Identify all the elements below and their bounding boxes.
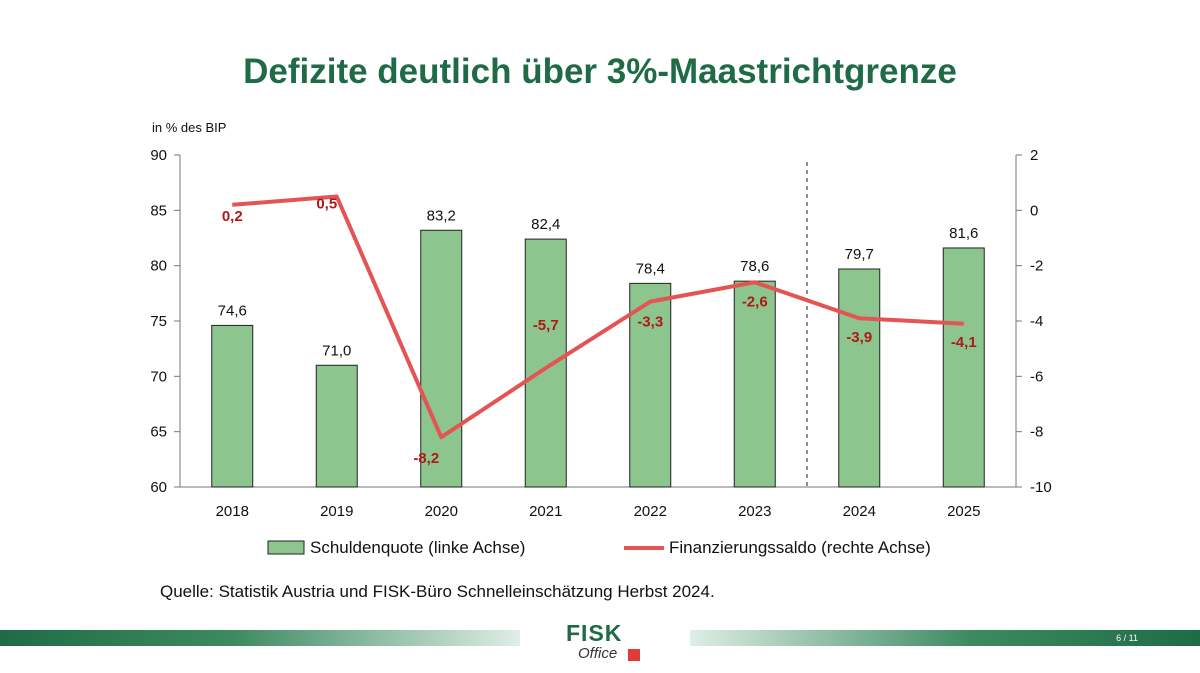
right-tick-label: -2: [1030, 258, 1043, 275]
y-unit-label: in % des BIP: [152, 120, 226, 135]
logo-red-square: [628, 649, 640, 661]
bar-2023: [734, 281, 775, 487]
x-category-label: 2025: [947, 503, 980, 520]
bar-value-label: 83,2: [427, 207, 456, 224]
right-tick-label: -6: [1030, 368, 1043, 385]
footer-band-left: [0, 630, 520, 646]
x-category-label: 2020: [425, 503, 458, 520]
logo-sub-text: Office: [578, 645, 617, 662]
debt-deficit-chart: in % des BIP 60 65 70 75 80 85 90 -10 -8 -6 -4 -2 0 2 7…: [0, 0, 1200, 673]
legend-bar-swatch: [268, 541, 304, 554]
bar-value-label: 78,4: [636, 260, 665, 277]
bar-2020: [421, 230, 462, 487]
left-tick-label: 60: [150, 479, 167, 496]
line-value-label: 0,2: [222, 208, 243, 225]
x-category-label: 2021: [529, 503, 562, 520]
bar-2021: [525, 239, 566, 487]
legend-line-label: Finanzierungssaldo (rechte Achse): [669, 538, 931, 557]
right-tick-label: 0: [1030, 202, 1038, 219]
line-value-label: -2,6: [742, 293, 768, 310]
left-tick-label: 80: [150, 258, 167, 275]
left-tick-label: 90: [150, 147, 167, 164]
x-category-label: 2023: [738, 503, 771, 520]
x-category-label: 2022: [634, 503, 667, 520]
bar-value-label: 81,6: [949, 225, 978, 242]
fisk-logo: FISK Office: [566, 620, 646, 666]
source-note: Quelle: Statistik Austria und FISK-Büro …: [160, 582, 715, 602]
line-value-label: -3,3: [637, 314, 663, 331]
right-tick-label: -10: [1030, 479, 1052, 496]
bar-2019: [316, 365, 357, 487]
x-category-label: 2024: [843, 503, 876, 520]
page-number: 6 / 11: [1116, 631, 1138, 645]
right-tick-label: 2: [1030, 147, 1038, 164]
bar-value-label: 74,6: [218, 302, 247, 319]
left-tick-label: 85: [150, 202, 167, 219]
bar-2025: [943, 248, 984, 487]
x-category-label: 2019: [320, 503, 353, 520]
bar-2018: [212, 325, 253, 487]
left-tick-label: 75: [150, 313, 167, 330]
line-value-label: -3,9: [846, 329, 872, 346]
line-value-label: -4,1: [951, 334, 977, 351]
line-value-label: -8,2: [413, 450, 439, 467]
bar-2024: [839, 269, 880, 487]
bar-value-label: 79,7: [845, 246, 874, 263]
right-tick-label: -8: [1030, 424, 1043, 441]
bar-value-label: 78,6: [740, 258, 769, 275]
logo-main-text: FISK: [566, 620, 622, 647]
line-value-label: 0,5: [316, 196, 337, 213]
left-tick-label: 65: [150, 424, 167, 441]
legend-bar-label: Schuldenquote (linke Achse): [310, 538, 525, 557]
bar-value-label: 82,4: [531, 216, 560, 233]
line-value-label: -5,7: [533, 317, 559, 334]
right-tick-label: -4: [1030, 313, 1043, 330]
left-tick-label: 70: [150, 368, 167, 385]
bar-value-label: 71,0: [322, 342, 351, 359]
x-category-label: 2018: [216, 503, 249, 520]
